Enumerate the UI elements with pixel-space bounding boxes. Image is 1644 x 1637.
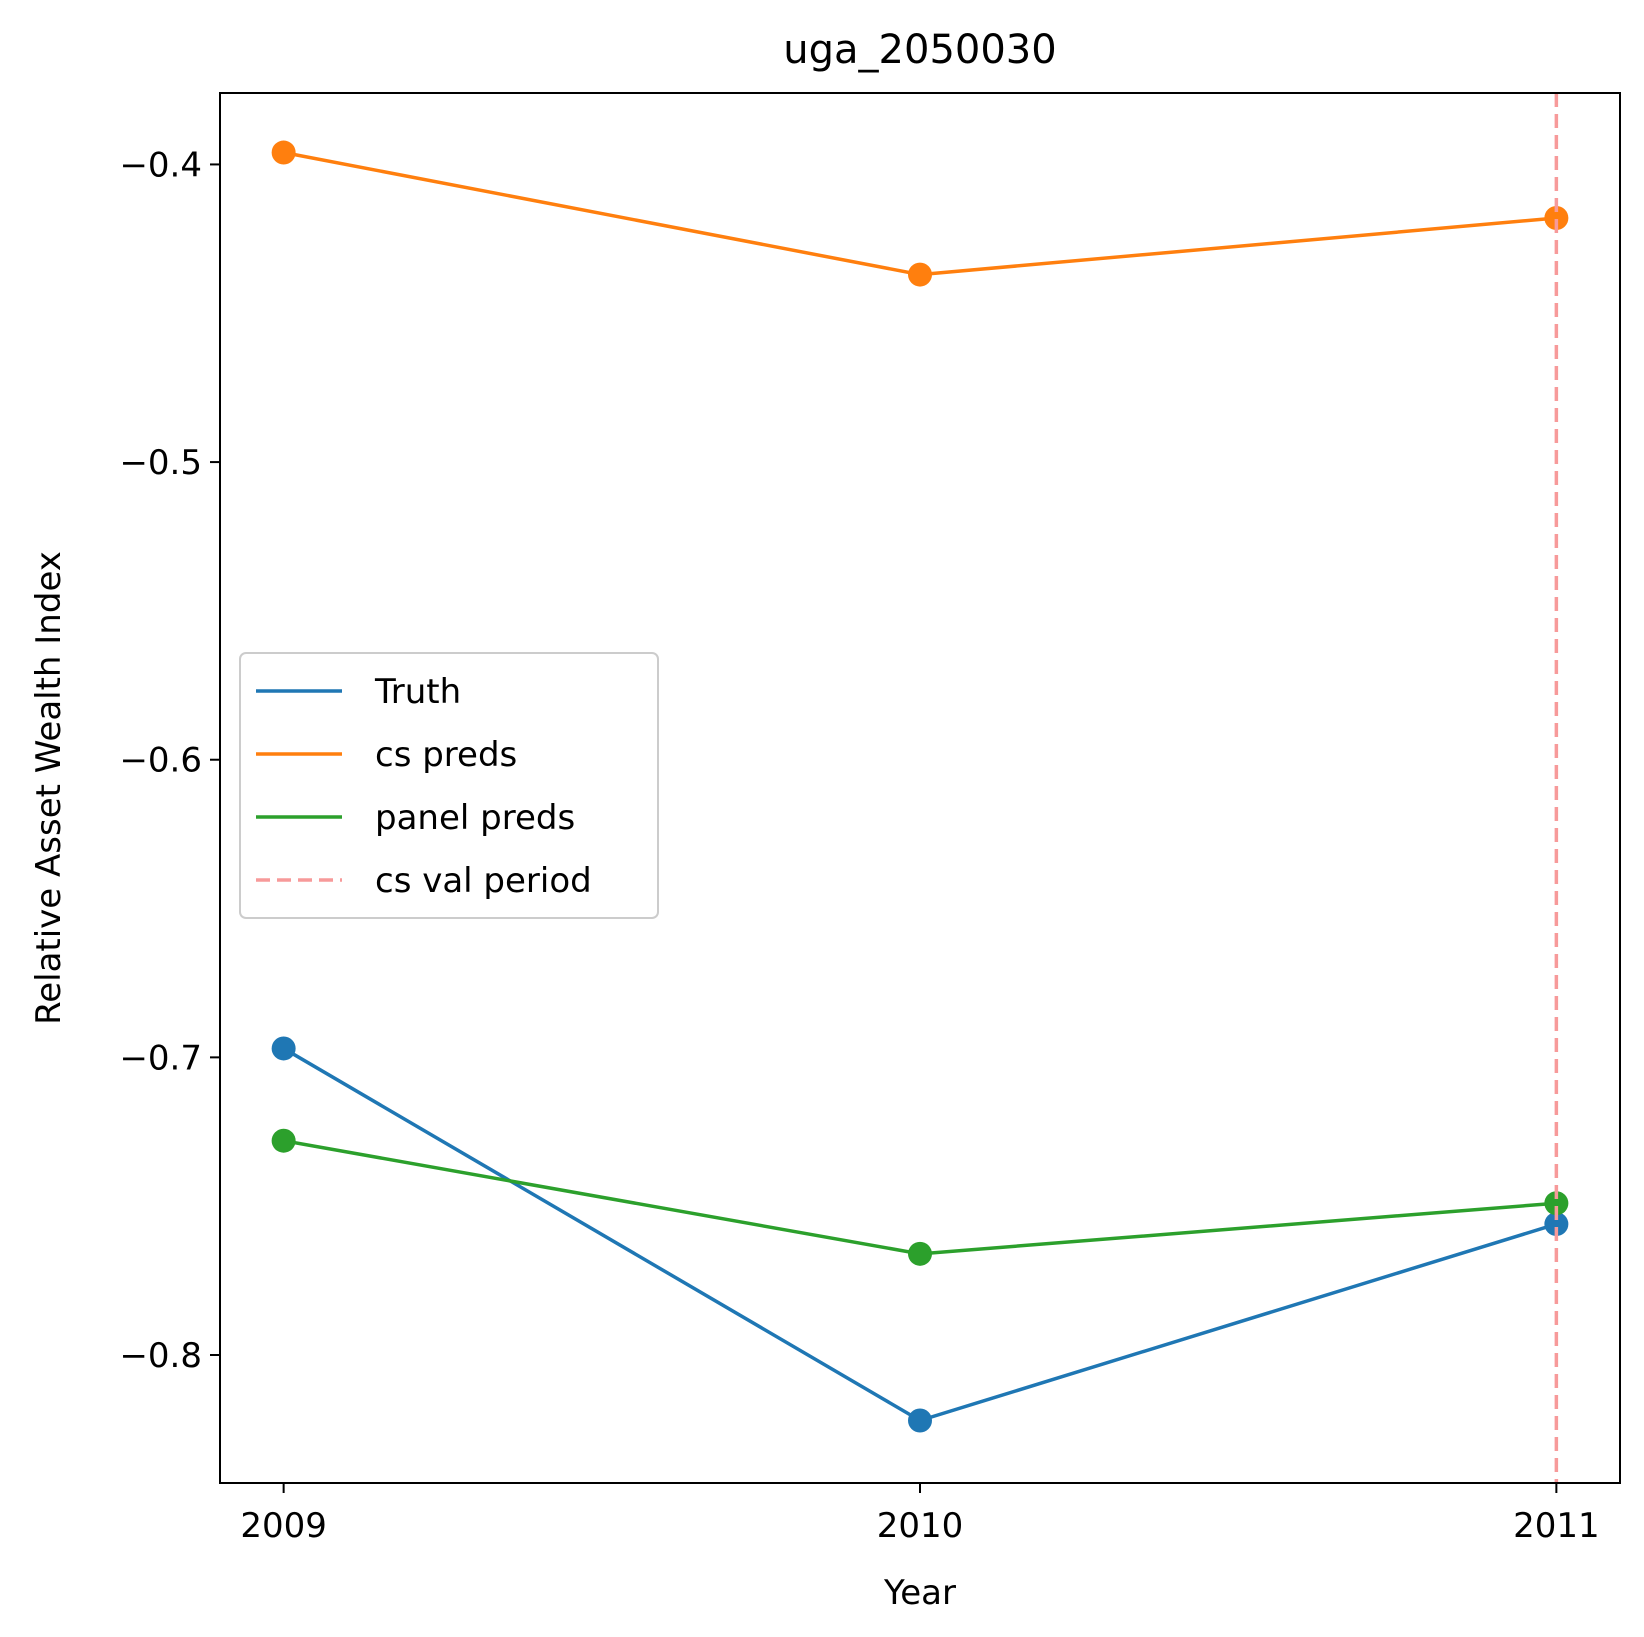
data-point-cs-preds	[1544, 206, 1569, 231]
data-point-truth	[908, 1408, 932, 1433]
x-axis: 2009 2010 2011	[240, 1483, 1600, 1546]
y-tick-label: −0.8	[119, 1336, 202, 1376]
series-line-cs-preds	[283, 150, 1557, 277]
legend-label: Truth	[374, 672, 461, 712]
y-tick-label: −0.6	[119, 741, 202, 781]
legend: Truth cs preds panel preds cs val period	[239, 652, 659, 919]
y-tick-label: −0.4	[119, 145, 202, 185]
chart-title: uga_2050030	[783, 27, 1056, 73]
data-point-truth	[1544, 1212, 1569, 1237]
data-point-cs-preds	[908, 262, 932, 287]
legend-box	[239, 652, 659, 919]
legend-label: panel preds	[375, 798, 575, 838]
plot-area	[271, 93, 1569, 1483]
data-point-panel-preds	[908, 1241, 932, 1266]
y-axis-label: Relative Asset Wealth Index	[29, 551, 69, 1025]
x-axis-label: Year	[883, 1573, 956, 1613]
y-tick-label: −0.7	[119, 1038, 202, 1078]
series-line-panel-preds	[283, 1138, 1557, 1256]
data-point-panel-preds	[271, 1128, 296, 1153]
y-axis: −0.4 −0.5 −0.6 −0.7 −0.8	[119, 145, 220, 1376]
y-tick-label: −0.5	[119, 443, 202, 483]
data-point-panel-preds	[1544, 1191, 1569, 1216]
series-line-truth	[282, 1046, 1557, 1423]
x-tick-label: 2010	[877, 1506, 964, 1546]
legend-label: cs preds	[375, 735, 517, 775]
data-point-cs-preds	[271, 140, 296, 165]
legend-label: cs val period	[375, 861, 592, 901]
x-tick-label: 2009	[240, 1506, 327, 1546]
data-point-truth	[271, 1036, 296, 1061]
x-tick-label: 2011	[1513, 1506, 1600, 1546]
